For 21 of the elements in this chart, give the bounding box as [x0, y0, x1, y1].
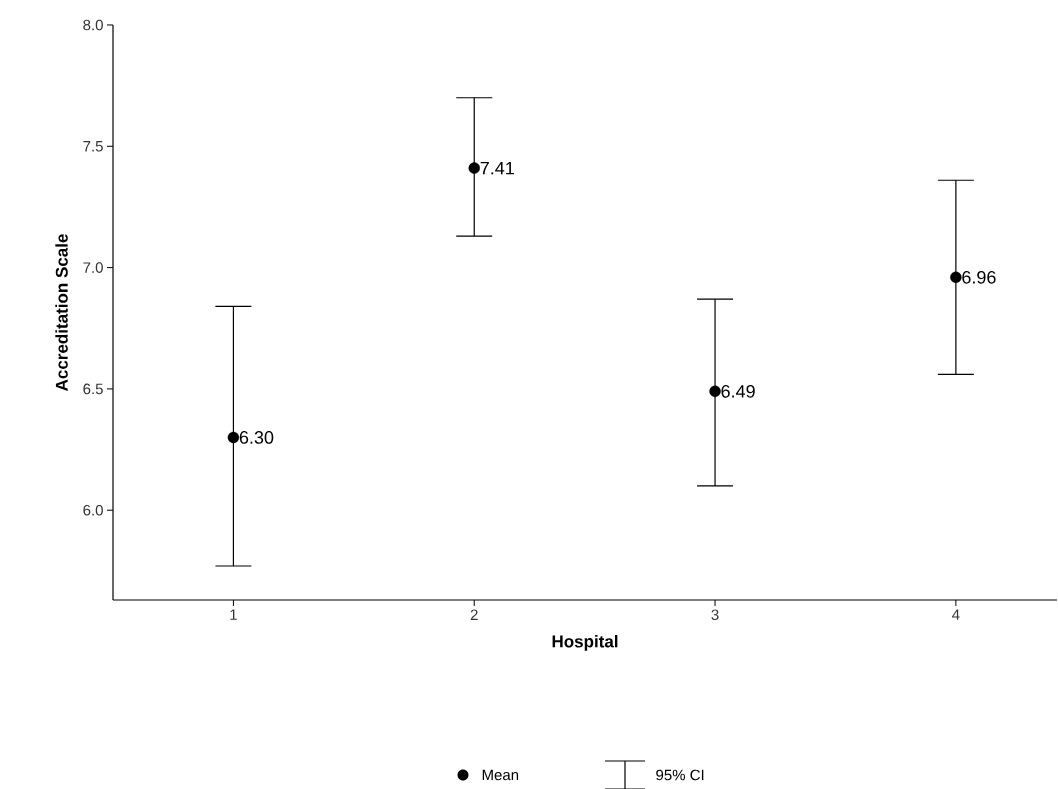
legend-label: Mean — [482, 769, 519, 781]
data-label: 6.49 — [721, 384, 755, 398]
point — [709, 385, 721, 398]
data-label: 6.96 — [962, 270, 996, 284]
y-tick-label: 7.0 — [83, 262, 103, 273]
point — [227, 431, 240, 444]
x-tick-label: 4 — [952, 609, 960, 620]
data-label: 7.41 — [480, 161, 514, 175]
point — [950, 271, 962, 283]
x-tick-label: 1 — [230, 609, 237, 620]
text: 95% CI — [656, 769, 704, 781]
y-tick-label: 7.5 — [83, 141, 103, 152]
point — [468, 162, 480, 174]
y-tick-label: 8.0 — [83, 19, 103, 31]
x-tick-label: 3 — [711, 609, 719, 621]
x-tick-label: 2 — [470, 609, 478, 620]
data-label: 6.30 — [239, 431, 274, 444]
y-tick-label: 6.0 — [83, 504, 103, 516]
x-axis-title: Hospital — [552, 634, 618, 651]
y-tick-label: 6.5 — [83, 383, 103, 395]
y-axis-title: Accreditation Scale — [55, 234, 68, 391]
